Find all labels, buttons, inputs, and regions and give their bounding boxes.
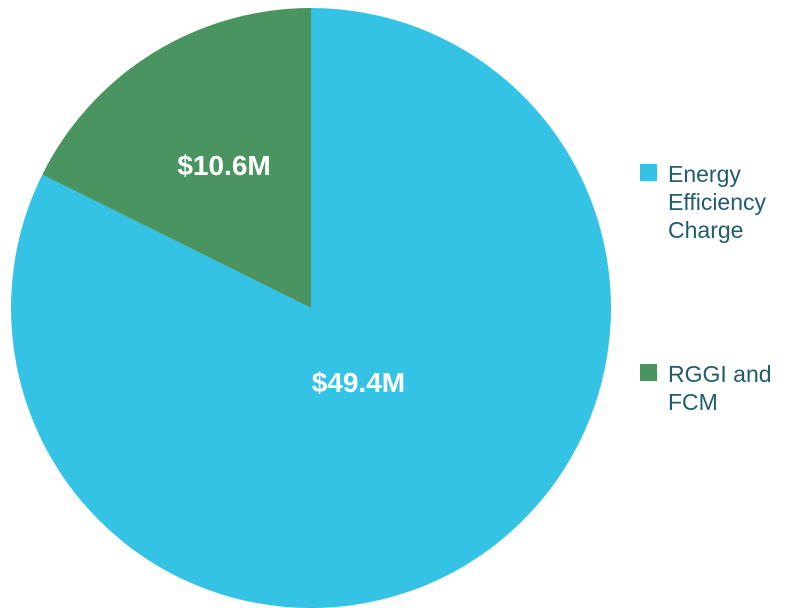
legend-swatch [640, 364, 657, 381]
legend-label: Energy Efficiency Charge [668, 161, 767, 243]
legend-swatch [640, 164, 657, 181]
pie-slice [42, 8, 312, 308]
slice-label: $49.4M [312, 367, 405, 398]
slice-label: $10.6M [177, 150, 270, 181]
legend-label: RGGI and FCM [668, 361, 772, 415]
